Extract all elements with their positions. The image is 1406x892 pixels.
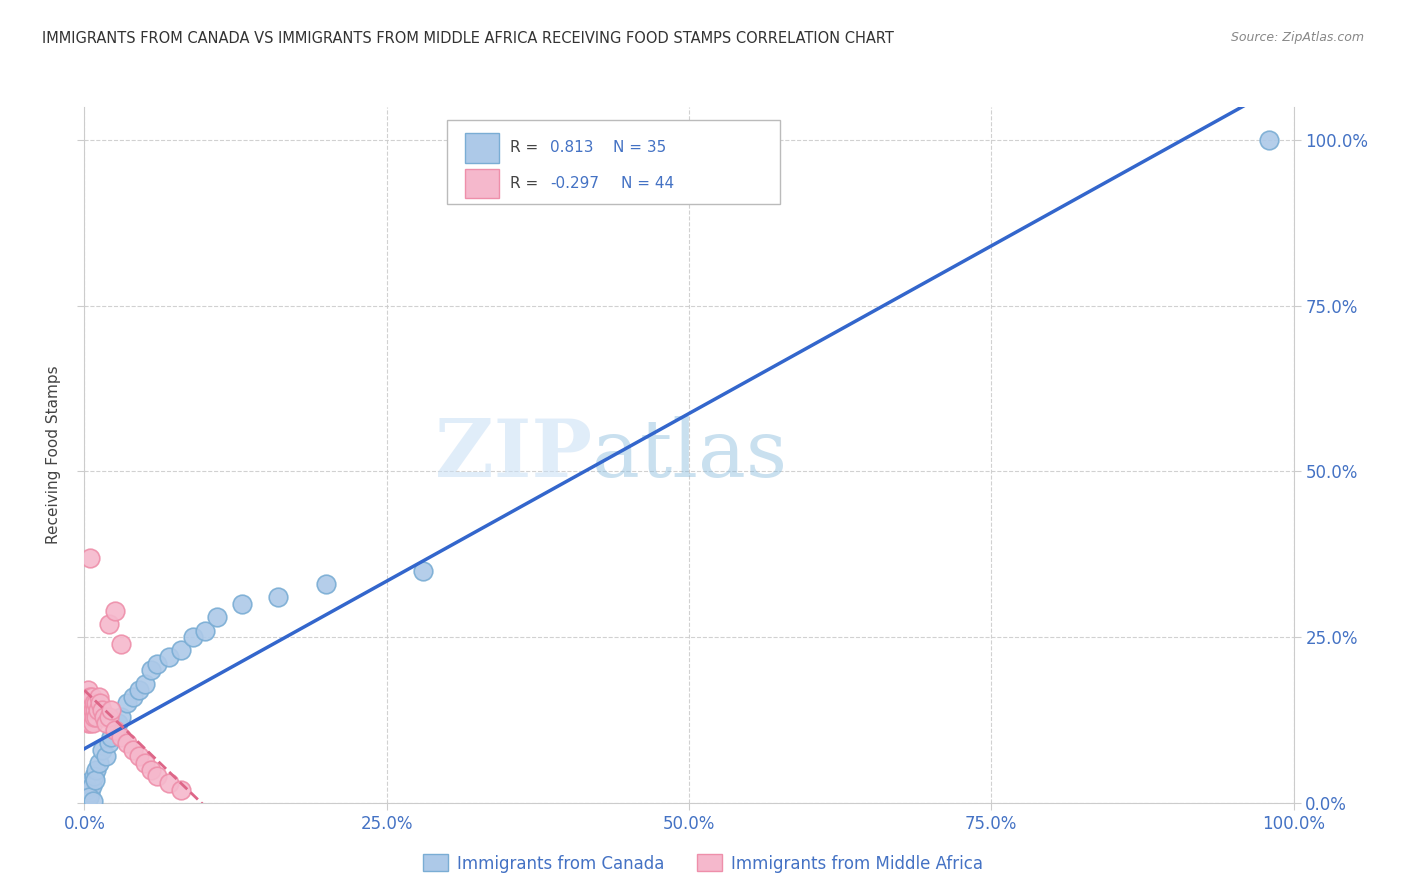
Point [100,730,122,744]
Point [110,637,132,651]
Point [77,789,100,804]
Point [128,683,150,698]
Point [231,597,253,611]
Point [82,716,104,731]
Point [79,716,101,731]
Point [315,577,337,591]
Point [170,782,193,797]
Point [139,663,162,677]
Point [80,697,103,711]
Point [91,743,114,757]
Point [104,723,127,737]
Point [181,630,204,644]
Point [86,763,108,777]
Point [82,703,104,717]
Text: R =: R = [510,177,543,191]
Point [86,703,108,717]
Y-axis label: Receiving Food Stamps: Receiving Food Stamps [46,366,62,544]
Point [76,709,98,723]
Text: 0.813: 0.813 [550,140,593,155]
Point [84,703,107,717]
Point [80,690,103,704]
Point [97,736,120,750]
Point [115,697,138,711]
Point [77,690,100,704]
Point [79,786,101,800]
Text: ZIP: ZIP [436,416,592,494]
Point [77,697,100,711]
Point [77,716,100,731]
Point [80,779,103,793]
Text: atlas: atlas [592,416,787,494]
Point [194,624,217,638]
Point [84,772,107,787]
Point [86,709,108,723]
Point [87,756,110,770]
Point [79,690,101,704]
Point [157,650,180,665]
Point [76,782,98,797]
Point [134,756,156,770]
Point [79,703,101,717]
Text: Source: ZipAtlas.com: Source: ZipAtlas.com [1230,31,1364,45]
Legend: Immigrants from Canada, Immigrants from Middle Africa: Immigrants from Canada, Immigrants from … [416,847,990,880]
Point [77,790,100,805]
Point [139,763,162,777]
Point [146,769,169,783]
FancyBboxPatch shape [465,134,499,162]
Point [83,769,105,783]
Text: R =: R = [510,140,543,155]
Point [80,709,103,723]
Point [97,709,120,723]
Point [79,550,101,565]
Point [412,564,434,578]
Point [76,697,98,711]
Point [87,690,110,704]
Point [110,730,132,744]
Point [82,794,104,808]
Point [170,643,193,657]
Point [104,604,127,618]
Point [121,690,143,704]
Point [83,709,105,723]
Text: IMMIGRANTS FROM CANADA VS IMMIGRANTS FROM MIDDLE AFRICA RECEIVING FOOD STAMPS CO: IMMIGRANTS FROM CANADA VS IMMIGRANTS FRO… [42,31,894,46]
Point [146,657,169,671]
Point [77,792,100,806]
Point [121,743,143,757]
Point [1258,133,1281,147]
Point [75,703,97,717]
Point [267,591,290,605]
Point [93,709,115,723]
Point [157,776,180,790]
Point [83,697,105,711]
Point [104,723,127,737]
Point [207,610,229,624]
Point [77,703,100,717]
Point [86,697,108,711]
Point [107,716,129,731]
Point [134,676,156,690]
Point [94,749,117,764]
Point [94,716,117,731]
Text: N = 35: N = 35 [613,140,666,155]
Point [110,709,132,723]
Point [91,703,114,717]
Point [89,697,111,711]
Point [77,709,100,723]
Point [115,736,138,750]
FancyBboxPatch shape [465,169,499,198]
Text: -0.297: -0.297 [550,177,599,191]
Point [97,616,120,631]
Point [75,776,97,790]
Text: N = 44: N = 44 [621,177,675,191]
Point [128,749,150,764]
FancyBboxPatch shape [447,120,780,204]
Point [100,703,122,717]
Point [77,683,100,698]
